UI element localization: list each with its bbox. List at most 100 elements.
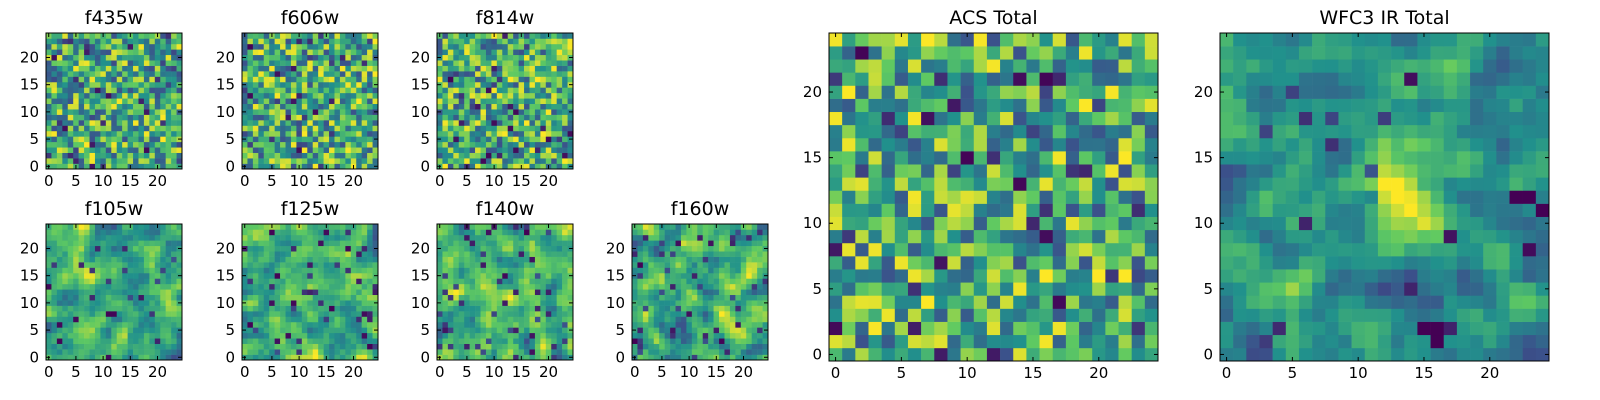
heatmap-cell [301,54,308,61]
heatmap-cell [729,234,736,241]
heatmap-cell [133,92,139,99]
heatmap-cell [56,300,63,306]
heatmap-cell [453,92,460,99]
heatmap-cell [464,300,470,306]
heatmap-cell [176,125,183,132]
heatmap-cell [171,234,177,241]
heatmap-cell [1065,164,1080,178]
heatmap-cell [73,256,79,263]
heatmap-cell [323,283,330,290]
heatmap-cell [285,316,292,323]
heatmap-cell [247,234,254,241]
heatmap-cell [551,251,557,257]
heatmap-cell [437,262,443,268]
heatmap-cell [116,71,123,77]
heatmap-cell [133,125,139,132]
heatmap-cell [1000,256,1014,270]
heatmap-cell [556,130,563,137]
heatmap-cell [1079,177,1093,191]
heatmap-cell [105,305,112,312]
heatmap-cell [165,158,172,164]
heatmap-cell [518,294,525,301]
heatmap-cell [242,152,248,159]
heatmap-cell [475,81,481,88]
heatmap-cell [567,43,574,50]
heatmap-cell [551,98,557,105]
heatmap-cell [480,152,487,159]
heatmap-cell [285,54,292,61]
heatmap-cell [252,163,259,170]
heatmap-cell [675,251,682,257]
heatmap-cell [318,109,324,115]
heatmap-cell [122,327,128,334]
heatmap-cell [116,103,123,110]
heatmap-cell [67,54,74,61]
heatmap-cell [258,251,265,257]
heatmap-cell [475,141,481,148]
heatmap-cell [312,125,319,132]
heatmap-cell [247,321,254,328]
heatmap-cell [111,98,118,105]
heatmap-cell [73,338,79,344]
heatmap-cell [507,60,514,66]
heatmap-cell [680,316,687,323]
heatmap-cell [312,103,319,110]
heatmap-cell [285,354,292,361]
heatmap-cell [1013,347,1027,362]
heatmap-cell [149,294,156,301]
heatmap-cell [252,305,259,312]
heatmap-cell [143,76,150,83]
heatmap-cell [480,256,487,263]
heatmap-cell [100,316,107,323]
heatmap-cell [529,152,536,159]
heatmap-cell [556,245,563,252]
heatmap-cell [247,114,254,121]
heatmap-cell [105,136,112,143]
heatmap-cell [751,321,758,328]
heatmap-cell [442,76,449,83]
heatmap-cell [323,294,330,301]
heatmap-cell [502,272,509,279]
heatmap-cell [296,65,303,72]
x-tick-label: 5 [462,172,472,190]
heatmap-cell [664,262,671,268]
heatmap-cell [751,267,758,274]
heatmap-cell [1052,256,1067,270]
heatmap-cell [356,321,362,328]
heatmap-cell [247,81,254,88]
heatmap-cell [323,278,330,285]
heatmap-cell [105,245,112,252]
heatmap-cell [545,120,552,126]
heatmap-cell [670,338,676,344]
heatmap-cell [842,295,856,309]
heatmap-cell [447,76,454,83]
heatmap-cell [133,278,139,285]
heatmap-cell [475,354,481,361]
heatmap-cell [89,114,96,121]
heatmap-cell [894,347,909,362]
heatmap-cell [529,103,536,110]
heatmap-cell [442,245,449,252]
heatmap-cell [176,343,183,350]
heatmap-cell [56,305,63,312]
heatmap-cell [301,321,308,328]
heatmap-cell [664,321,671,328]
heatmap-cell [447,54,454,61]
heatmap-cell [708,316,714,323]
heatmap-cell [502,54,509,61]
heatmap-cell [491,158,498,164]
heatmap-cell [545,152,552,159]
heatmap-cell [697,234,704,241]
heatmap-cell [1039,164,1054,178]
heatmap-cell [51,163,58,170]
heatmap-cell [116,262,123,268]
heatmap-cell [105,163,112,170]
heatmap-cell [301,114,308,121]
heatmap-cell [116,49,123,56]
heatmap-cell [290,224,297,230]
heatmap-cell [242,283,248,290]
heatmap-cell [829,177,843,191]
heatmap-cell [285,327,292,334]
heatmap-cell [855,164,869,178]
